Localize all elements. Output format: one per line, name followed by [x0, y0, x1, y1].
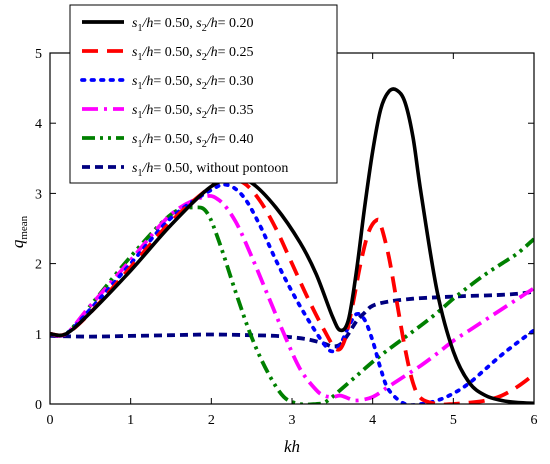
x-tick-label: 6	[531, 413, 538, 428]
y-tick-label: 3	[35, 187, 42, 202]
legend-part: = 0.30	[218, 74, 254, 89]
x-tick-label: 1	[127, 413, 134, 428]
legend-part: s	[196, 132, 202, 147]
legend-part: /h	[206, 132, 218, 147]
legend-part: 2	[202, 139, 207, 150]
x-axis-label: kh	[284, 437, 300, 456]
legend-part: /h	[141, 132, 153, 147]
legend-part: 1	[137, 23, 142, 34]
legend-part: = 0.50,	[153, 103, 196, 118]
y-tick-label: 1	[35, 328, 42, 343]
x-tick-label: 0	[47, 413, 54, 428]
y-axis-label-main: q	[8, 239, 27, 248]
legend-part: /h	[141, 45, 153, 60]
legend-entry-6: s1/h= 0.50, without pontoon	[132, 161, 288, 179]
legend-part: /h	[141, 16, 153, 31]
legend-part: s	[132, 132, 138, 147]
legend-part: = 0.20	[218, 16, 254, 31]
legend-part: s	[132, 74, 138, 89]
legend-part: s	[132, 16, 138, 31]
legend-part: /h	[206, 16, 218, 31]
legend-part: /h	[141, 74, 153, 89]
x-tick-label: 4	[369, 413, 376, 428]
series-line-6	[50, 289, 534, 349]
legend-part: = 0.50,	[153, 45, 196, 60]
legend-part: 1	[137, 110, 142, 121]
legend-part: = 0.35	[218, 103, 254, 118]
legend-part: 2	[202, 81, 207, 92]
y-tick-label: 0	[35, 398, 42, 413]
legend-entry-4: s1/h= 0.50, s2/h= 0.35	[132, 103, 254, 121]
x-tick-label: 3	[289, 413, 296, 428]
y-axis-label-sub: mean	[18, 215, 30, 239]
legend-part: 1	[137, 81, 142, 92]
series-layer	[50, 87, 534, 404]
x-tick-label: 5	[450, 413, 457, 428]
y-tick-label: 4	[35, 117, 42, 132]
legend-part: /h	[141, 161, 153, 176]
x-tick-label: 2	[208, 413, 215, 428]
series-line-1	[50, 87, 534, 404]
legend-part: s	[132, 103, 138, 118]
legend-part: = 0.50,	[153, 74, 196, 89]
legend-part: s	[196, 16, 202, 31]
legend-part: = 0.25	[218, 45, 254, 60]
legend-part: s	[196, 74, 202, 89]
legend-part: 2	[202, 23, 207, 34]
legend-entry-1: s1/h= 0.50, s2/h= 0.20	[132, 16, 254, 34]
legend-part: s	[132, 161, 138, 176]
legend-part: 1	[137, 168, 142, 179]
legend-entry-5: s1/h= 0.50, s2/h= 0.40	[132, 132, 254, 150]
y-axis-label: qmean	[8, 215, 30, 248]
legend-entry-2: s1/h= 0.50, s2/h= 0.25	[132, 45, 254, 63]
legend-part: s	[132, 45, 138, 60]
legend-part: = 0.50,	[153, 132, 196, 147]
series-line-3	[50, 182, 534, 404]
legend-part: /h	[141, 103, 153, 118]
legend-part: 1	[137, 139, 142, 150]
legend-part: /h	[206, 45, 218, 60]
legend-part: = 0.40	[218, 132, 254, 147]
legend-part: 2	[202, 52, 207, 63]
legend-box	[69, 4, 338, 184]
legend-part: s	[196, 45, 202, 60]
legend-part: 2	[202, 110, 207, 121]
series-line-5	[50, 205, 534, 404]
y-tick-label: 5	[35, 47, 42, 62]
legend-part: 1	[137, 52, 142, 63]
y-tick-label: 2	[35, 258, 42, 273]
legend-entry-3: s1/h= 0.50, s2/h= 0.30	[132, 74, 254, 92]
legend-part: /h	[206, 74, 218, 89]
legend-part: = 0.50, without pontoon	[153, 161, 288, 176]
legend-part: = 0.50,	[153, 16, 196, 31]
legend-part: /h	[206, 103, 218, 118]
legend-part: s	[196, 103, 202, 118]
